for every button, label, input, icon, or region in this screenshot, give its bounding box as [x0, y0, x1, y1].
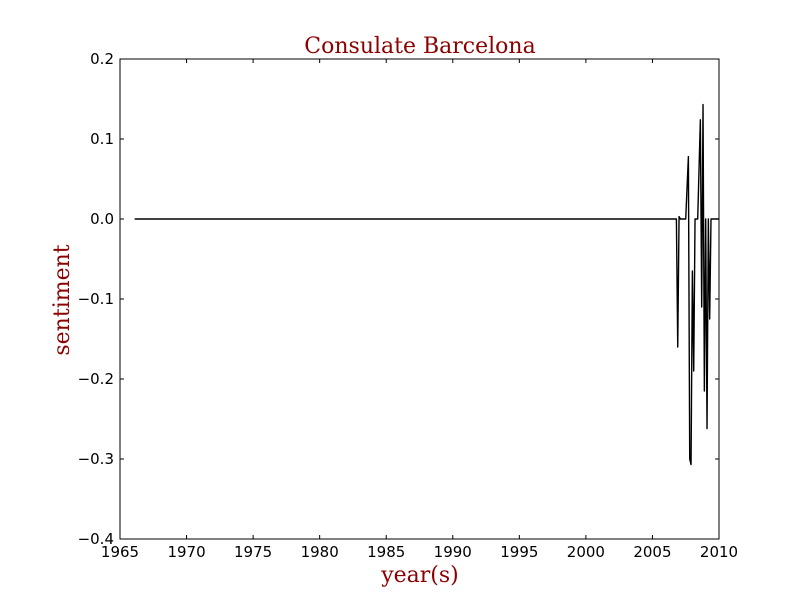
y-tick-label: 0.1 [90, 130, 114, 148]
x-tick-label: 2010 [700, 543, 738, 561]
x-tick-label: 1965 [101, 543, 139, 561]
x-tick-label: 1970 [167, 543, 205, 561]
y-tick-label: −0.3 [78, 450, 114, 468]
chart-title: Consulate Barcelona [304, 34, 535, 59]
x-tick-label: 2005 [633, 543, 671, 561]
x-tick-label: 1995 [500, 543, 538, 561]
plot-area [134, 103, 719, 466]
y-tick-label: 0.2 [90, 50, 114, 68]
sentiment-line [134, 103, 719, 466]
axis-ticks: 1965 1970 1975 1980 1985 1990 1995 2000 2005 2010… [78, 50, 739, 561]
x-tick-label: 1985 [367, 543, 405, 561]
plot-frame [119, 58, 720, 540]
y-tick-label: −0.2 [78, 370, 114, 388]
x-axis-label: year(s) [380, 563, 459, 588]
x-tick-label: 1980 [301, 543, 339, 561]
y-tick-label: −0.1 [78, 290, 114, 308]
y-tick-label: 0.0 [90, 210, 114, 228]
x-tick-label: 2000 [567, 543, 605, 561]
y-tick-label: −0.4 [78, 530, 114, 548]
x-tick-label: 1990 [434, 543, 472, 561]
x-tick-label: 1975 [234, 543, 272, 561]
y-axis-label: sentiment [50, 244, 75, 355]
